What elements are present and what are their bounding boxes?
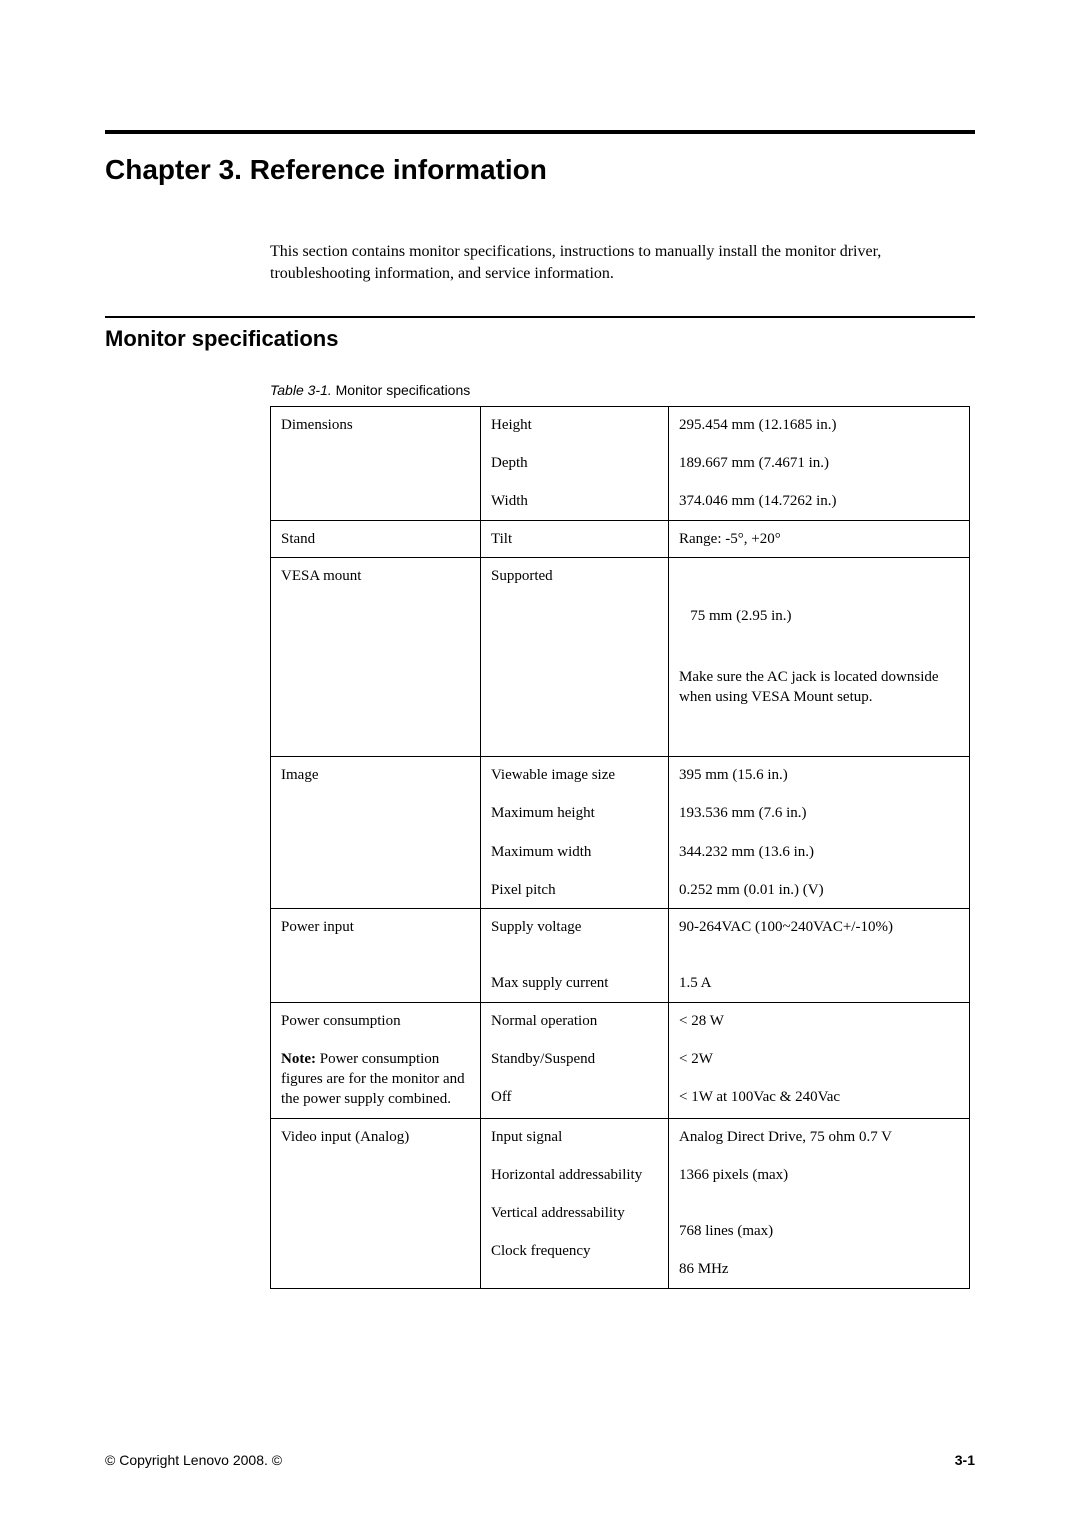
table-row: Image Viewable image size Maximum height… bbox=[271, 757, 970, 909]
table-row: Power input Supply voltage Max supply cu… bbox=[271, 909, 970, 1003]
cell-values: Range: -5°, +20° bbox=[669, 520, 970, 557]
cell-label: Image bbox=[271, 757, 481, 909]
label-main: Power consumption bbox=[281, 1011, 470, 1031]
cell-params: Height Depth Width bbox=[481, 406, 669, 520]
cell-values: 295.454 mm (12.1685 in.) 189.667 mm (7.4… bbox=[669, 406, 970, 520]
section-rule bbox=[105, 316, 975, 318]
param: Max supply current bbox=[491, 973, 658, 993]
value: 374.046 mm (14.7262 in.) bbox=[679, 491, 959, 511]
spec-table: Dimensions Height Depth Width 295.454 mm… bbox=[270, 406, 970, 1289]
value: 0.252 mm (0.01 in.) (V) bbox=[679, 880, 959, 900]
footer-left: © Copyright Lenovo 2008. © bbox=[105, 1452, 282, 1468]
cell-values: < 28 W < 2W < 1W at 100Vac & 240Vac bbox=[669, 1002, 970, 1118]
cell-params: Normal operation Standby/Suspend Off bbox=[481, 1002, 669, 1118]
cell-label: VESA mount bbox=[271, 557, 481, 756]
value: 86 MHz bbox=[679, 1259, 959, 1279]
value: 75 mm (2.95 in.) bbox=[679, 606, 959, 626]
top-rule bbox=[105, 130, 975, 134]
section-title: Monitor specifications bbox=[105, 326, 975, 352]
table-caption-prefix: Table 3-1. bbox=[270, 382, 332, 398]
value: < 28 W bbox=[679, 1011, 959, 1031]
param: Supply voltage bbox=[491, 917, 658, 937]
cell-params: Input signal Horizontal addressability V… bbox=[481, 1118, 669, 1288]
param: Input signal bbox=[491, 1127, 658, 1147]
cell-values: 90-264VAC (100~240VAC+/-10%) 1.5 A bbox=[669, 909, 970, 1003]
param: Height bbox=[491, 415, 658, 435]
table-row: Dimensions Height Depth Width 295.454 mm… bbox=[271, 406, 970, 520]
cell-label: Dimensions bbox=[271, 406, 481, 520]
cell-values: 75 mm (2.95 in.) Make sure the AC jack i… bbox=[669, 557, 970, 756]
cell-label: Stand bbox=[271, 520, 481, 557]
table-row: Power consumption Note: Power consumptio… bbox=[271, 1002, 970, 1118]
value: 1366 pixels (max) bbox=[679, 1165, 959, 1185]
table-row: Video input (Analog) Input signal Horizo… bbox=[271, 1118, 970, 1288]
value: < 1W at 100Vac & 240Vac bbox=[679, 1087, 959, 1107]
cell-params: Viewable image size Maximum height Maxim… bbox=[481, 757, 669, 909]
cell-label: Power input bbox=[271, 909, 481, 1003]
param: Normal operation bbox=[491, 1011, 658, 1031]
cell-params: Tilt bbox=[481, 520, 669, 557]
value: < 2W bbox=[679, 1049, 959, 1069]
value: Analog Direct Drive, 75 ohm 0.7 V bbox=[679, 1127, 959, 1147]
value: Make sure the AC jack is located downsid… bbox=[679, 667, 959, 708]
param: Standby/Suspend bbox=[491, 1049, 658, 1069]
cell-label: Power consumption Note: Power consumptio… bbox=[271, 1002, 481, 1118]
param: Vertical addressability bbox=[491, 1203, 658, 1223]
value: 768 lines (max) bbox=[679, 1221, 959, 1241]
value: 395 mm (15.6 in.) bbox=[679, 765, 959, 785]
chapter-title: Chapter 3. Reference information bbox=[105, 154, 975, 186]
param: Width bbox=[491, 491, 658, 511]
label-note: Note: Power consumption figures are for … bbox=[281, 1049, 470, 1110]
table-caption: Table 3-1. Monitor specifications bbox=[270, 382, 975, 398]
intro-text: This section contains monitor specificat… bbox=[270, 241, 975, 286]
value: 295.454 mm (12.1685 in.) bbox=[679, 415, 959, 435]
cell-params: Supported bbox=[481, 557, 669, 756]
param: Viewable image size bbox=[491, 765, 658, 785]
value: 189.667 mm (7.4671 in.) bbox=[679, 453, 959, 473]
cell-params: Supply voltage Max supply current bbox=[481, 909, 669, 1003]
param: Pixel pitch bbox=[491, 880, 658, 900]
param: Maximum height bbox=[491, 803, 658, 823]
value: 1.5 A bbox=[679, 973, 959, 993]
param: Clock frequency bbox=[491, 1241, 658, 1261]
value: 90-264VAC (100~240VAC+/-10%) bbox=[679, 917, 959, 937]
param: Off bbox=[491, 1087, 658, 1107]
table-row: Stand Tilt Range: -5°, +20° bbox=[271, 520, 970, 557]
cell-label: Video input (Analog) bbox=[271, 1118, 481, 1288]
param: Depth bbox=[491, 453, 658, 473]
cell-values: Analog Direct Drive, 75 ohm 0.7 V 1366 p… bbox=[669, 1118, 970, 1288]
page: Chapter 3. Reference information This se… bbox=[0, 0, 1080, 1528]
footer-right: 3-1 bbox=[955, 1452, 975, 1468]
cell-values: 395 mm (15.6 in.) 193.536 mm (7.6 in.) 3… bbox=[669, 757, 970, 909]
param: Maximum width bbox=[491, 842, 658, 862]
note-bold: Note: bbox=[281, 1051, 316, 1067]
footer: © Copyright Lenovo 2008. © 3-1 bbox=[105, 1452, 975, 1468]
table-row: VESA mount Supported 75 mm (2.95 in.) Ma… bbox=[271, 557, 970, 756]
value: 344.232 mm (13.6 in.) bbox=[679, 842, 959, 862]
value: 193.536 mm (7.6 in.) bbox=[679, 803, 959, 823]
param: Horizontal addressability bbox=[491, 1165, 658, 1185]
table-caption-rest: Monitor specifications bbox=[332, 382, 471, 398]
